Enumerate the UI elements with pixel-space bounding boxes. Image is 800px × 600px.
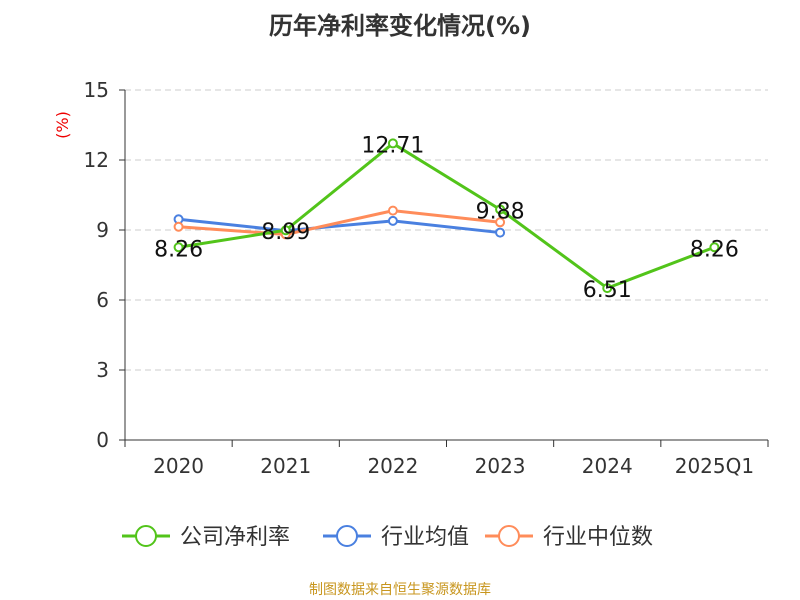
data-label: 12.71 (361, 133, 424, 158)
source-note: 制图数据来自恒生聚源数据库 (309, 582, 491, 598)
data-point (387, 215, 398, 226)
data-point (495, 227, 506, 238)
data-point (387, 138, 398, 149)
x-tick-label: 2025Q1 (675, 454, 754, 478)
y-tick-label: 12 (84, 148, 109, 172)
data-point (602, 283, 613, 294)
x-tick-label: 2022 (367, 454, 418, 478)
x-tick-label: 2020 (153, 454, 204, 478)
data-label: 9.88 (476, 199, 525, 224)
data-point (709, 242, 720, 253)
y-tick-label: 0 (96, 428, 109, 452)
series-line (178, 217, 501, 235)
data-label: 8.26 (690, 237, 739, 262)
y-axis-label: (%) (53, 111, 72, 139)
y-tick-label: 6 (96, 288, 109, 312)
legend-label: 行业中位数 (543, 525, 653, 550)
data-point (387, 205, 398, 216)
series-line (178, 141, 715, 290)
data-point (280, 225, 291, 236)
legend-label: 公司净利率 (180, 525, 290, 550)
x-tick-label: 2021 (260, 454, 311, 478)
series-line (178, 209, 501, 236)
legend-marker-icon (498, 525, 520, 547)
chart-title: 历年净利率变化情况(%) (269, 12, 531, 40)
data-point (495, 217, 506, 228)
data-label: 8.26 (154, 237, 203, 262)
data-label: 8.99 (261, 220, 310, 245)
data-point (495, 204, 506, 215)
y-tick-label: 3 (96, 358, 109, 382)
legend-label: 行业均值 (381, 525, 469, 550)
data-point (173, 242, 184, 253)
y-tick-label: 15 (84, 78, 109, 102)
data-point (173, 221, 184, 232)
x-tick-label: 2023 (475, 454, 526, 478)
data-label: 6.51 (583, 278, 632, 303)
y-tick-label: 9 (96, 218, 109, 242)
legend-marker-icon (135, 525, 157, 547)
x-tick-label: 2024 (582, 454, 633, 478)
legend-marker-icon (336, 525, 358, 547)
